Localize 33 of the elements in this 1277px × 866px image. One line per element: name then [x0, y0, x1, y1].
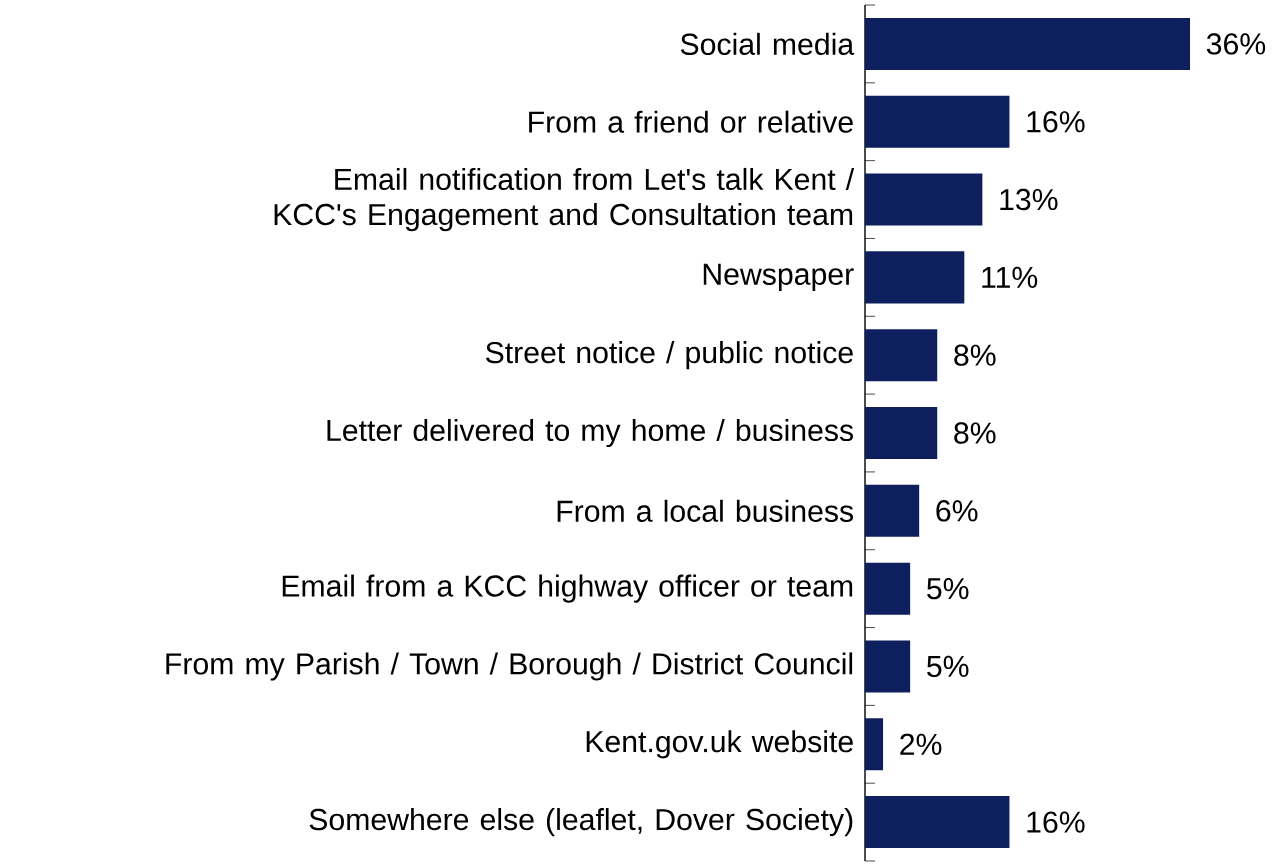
data-label: 8%	[954, 422, 996, 444]
data-label: 5%	[927, 578, 969, 600]
y-tick-label: Newspaper	[703, 263, 854, 291]
y-tick-label: Street notice / public notice	[485, 341, 853, 370]
y-tick-label: From a friend or relative	[529, 110, 853, 133]
bar	[865, 562, 911, 615]
data-label: 2%	[900, 733, 942, 755]
data-label: 6%	[936, 500, 978, 522]
y-tick-label: Email from a KCC highway officer or team	[282, 574, 853, 603]
y-tick-label: Kent.gov.uk website	[586, 730, 853, 759]
y-tick-label: Somewhere else (leaflet, Dover Society)	[309, 808, 853, 837]
bar	[865, 796, 1010, 849]
bar	[865, 329, 938, 382]
bar	[865, 484, 920, 537]
bar	[865, 17, 1191, 70]
bar	[865, 173, 983, 226]
bar	[865, 407, 938, 460]
y-tick-label: From a local business	[557, 499, 854, 522]
bar	[865, 95, 1010, 148]
bar	[865, 640, 911, 693]
data-label: 13%	[1000, 188, 1058, 211]
y-tick-label: From my Parish / Town / Borough / District Council	[166, 652, 853, 681]
bar	[865, 251, 965, 304]
data-label: 11%	[982, 266, 1038, 288]
bar	[865, 718, 884, 771]
y-tick-label: Email notification from Let's talk Kent / KCC's Engagement and Consultation team	[274, 167, 855, 232]
data-label: 16%	[1027, 111, 1085, 133]
data-label: 8%	[954, 344, 996, 366]
data-label: 36%	[1206, 33, 1266, 55]
y-tick-label: Letter delivered to my home / business	[327, 418, 854, 448]
y-tick-label: Social media	[680, 32, 855, 55]
data-label: 5%	[927, 655, 969, 678]
data-label: 16%	[1027, 811, 1085, 833]
